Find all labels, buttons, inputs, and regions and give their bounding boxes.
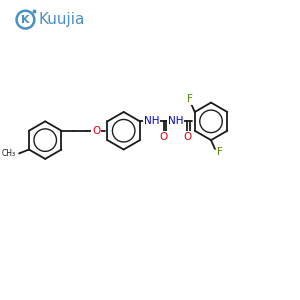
Text: O: O (92, 126, 100, 136)
Text: K: K (21, 15, 30, 25)
Text: F: F (187, 94, 193, 104)
Text: NH: NH (144, 116, 160, 126)
Text: CH₃: CH₃ (2, 149, 16, 158)
Text: O: O (183, 132, 191, 142)
Text: Kuujia: Kuujia (38, 12, 85, 27)
Text: NH: NH (168, 116, 183, 126)
Text: O: O (160, 132, 168, 142)
Text: F: F (217, 147, 223, 157)
